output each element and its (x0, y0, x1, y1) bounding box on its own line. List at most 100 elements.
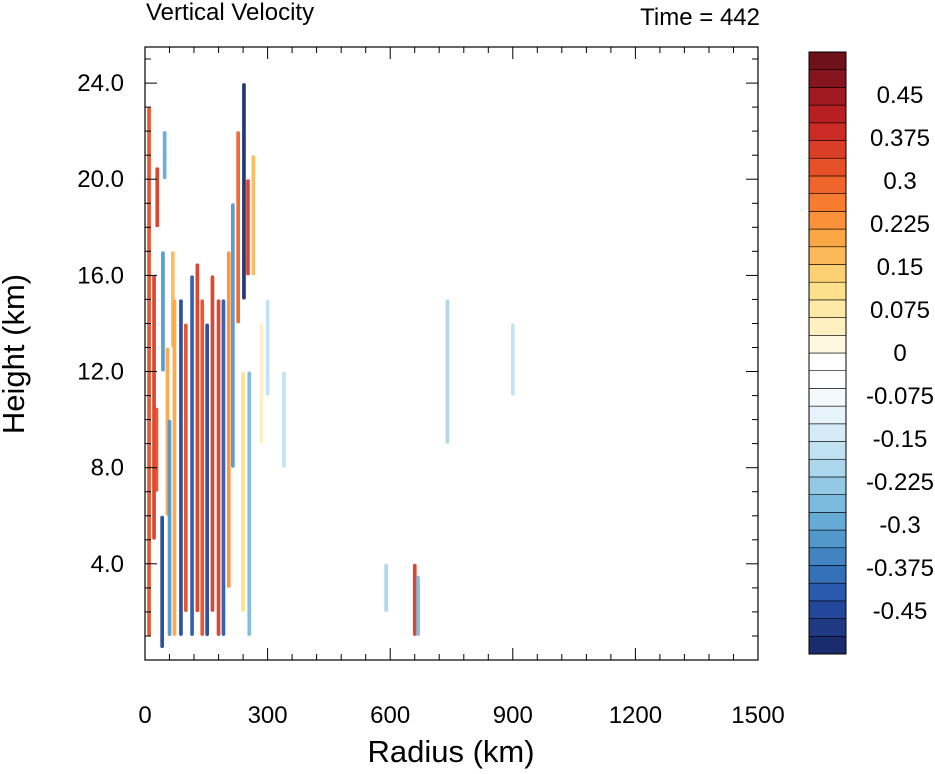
colorbar-tick-label: 0.3 (883, 168, 916, 195)
heatmap-cell-8 (167, 419, 172, 636)
x-axis-ticks: 0 300 600 900 1200 1500 (138, 47, 785, 729)
colorbar-swatch-3 (808, 582, 847, 602)
colorbar-swatch-12 (808, 423, 847, 442)
colorbar-swatch-29 (808, 122, 847, 141)
plot-area: 0 300 600 900 1200 1500 4.0 8.0 12.0 16.0 20.0 24.… (77, 46, 785, 729)
colorbar-frame (808, 51, 847, 655)
heatmap-cell-16 (205, 323, 209, 636)
heatmap-cell-19 (221, 299, 226, 636)
heatmap-cell-2 (155, 167, 160, 228)
y-tick-label: 24.0 (77, 70, 124, 97)
heatmap-cell-12 (184, 323, 188, 612)
colorbar-swatch-32 (808, 69, 847, 88)
colorbar-tick-label: 0.375 (870, 125, 930, 152)
y-tick-label: 12.0 (77, 359, 124, 386)
chart-title: Vertical Velocity (146, 0, 314, 26)
heatmap-cell-33 (416, 575, 420, 636)
x-axis-label: Radius (km) (367, 734, 534, 769)
colorbar-tick-label: -0.225 (866, 469, 934, 496)
colorbar-swatch-14 (808, 388, 847, 407)
colorbar-swatch-22 (808, 246, 847, 265)
y-tick-label: 16.0 (77, 262, 124, 289)
heatmap-cell-23 (242, 83, 246, 300)
colorbar-swatch-7 (808, 512, 847, 531)
y-tick-label: 8.0 (91, 455, 124, 482)
colorbar-swatch-13 (808, 405, 847, 425)
heatmap-cell-13 (190, 275, 194, 636)
colorbar-swatch-28 (808, 140, 847, 159)
colorbar-swatch-16 (808, 352, 847, 372)
x-tick-label: 1200 (609, 702, 662, 729)
heatmap-cell-37 (502, 623, 507, 648)
heatmap-cell-6 (162, 131, 167, 180)
heatmap-cell-34 (445, 299, 450, 444)
colorbar-tick-label: 0 (893, 340, 906, 367)
y-tick-label: 20.0 (77, 166, 124, 193)
colorbar-tick-label: 0.15 (877, 254, 924, 281)
colorbar-swatch-18 (808, 317, 847, 336)
colorbar-swatch-8 (808, 494, 847, 513)
heatmap-cell-11 (179, 299, 183, 636)
plot-background (145, 47, 758, 660)
heatmap-cell-31 (384, 563, 388, 612)
y-axis-label: Height (km) (0, 274, 31, 434)
heatmap-cell-21 (231, 203, 235, 468)
colorbar-swatch-30 (808, 104, 847, 124)
colorbar-swatch-11 (808, 441, 847, 460)
heatmap-cell-25 (251, 155, 256, 276)
heatmap-cell-26 (241, 371, 245, 612)
y-axis-ticks: 4.0 8.0 12.0 16.0 20.0 24.0 (77, 58, 758, 637)
heatmap-cell-18 (216, 299, 221, 636)
colorbar: 0.45 0.375 0.3 0.225 0.15 0.075 0 -0.075 -0.15 -0… (808, 51, 934, 655)
y-tick-label: 4.0 (91, 551, 124, 578)
heatmap-field (147, 83, 515, 648)
heatmap-cell-27 (247, 371, 252, 636)
heatmap-cell-14 (195, 263, 200, 612)
colorbar-swatch-5 (808, 547, 847, 566)
colorbar-swatch-19 (808, 299, 847, 318)
colorbar-swatch-15 (808, 370, 847, 389)
colorbar-swatch-23 (808, 228, 847, 248)
heatmap-cell-17 (210, 275, 215, 612)
colorbar-tick-label: -0.45 (873, 598, 928, 625)
colorbar-swatch-33 (808, 51, 847, 71)
colorbar-swatch-4 (808, 565, 847, 584)
colorbar-swatch-2 (808, 600, 847, 619)
heatmap-cell-36 (294, 155, 299, 204)
heatmap-cell-30 (282, 371, 286, 468)
plot-frame (144, 46, 759, 661)
heatmap-cell-24 (246, 179, 250, 276)
colorbar-tick-label: 0.45 (877, 82, 924, 109)
colorbar-tick-label: -0.375 (866, 555, 934, 582)
x-tick-label: 300 (248, 702, 288, 729)
x-tick-label: 900 (493, 702, 533, 729)
heatmap-cell-4 (160, 515, 164, 648)
colorbar-swatch-9 (808, 476, 847, 495)
heatmap-cell-28 (259, 323, 264, 444)
colorbar-swatch-20 (808, 281, 847, 301)
heatmap-cell-15 (200, 299, 205, 636)
colorbar-tick-label: 0.225 (870, 211, 930, 238)
colorbar-swatch-21 (808, 264, 847, 283)
colorbar-tick-label: -0.15 (873, 426, 928, 453)
colorbar-swatch-31 (808, 87, 847, 106)
heatmap-cell-20 (226, 251, 231, 588)
heatmap-cell-5 (161, 251, 165, 372)
colorbar-tick-label: 0.075 (870, 297, 930, 324)
colorbar-swatch-27 (808, 157, 847, 177)
colorbar-swatch-0 (808, 635, 847, 655)
colorbar-swatch-10 (808, 458, 847, 478)
colorbar-swatch-26 (808, 175, 847, 194)
heatmap-cell-29 (265, 299, 270, 396)
x-tick-label: 600 (370, 702, 410, 729)
x-tick-label: 1500 (731, 702, 784, 729)
heatmap-cell-22 (236, 131, 240, 324)
chart-subtitle: Time = 442 (640, 4, 760, 31)
colorbar-swatch-24 (808, 211, 847, 230)
x-tick-label: 0 (138, 702, 151, 729)
colorbar-tick-label: -0.3 (879, 512, 920, 539)
heatmap-cell-3 (154, 407, 159, 492)
heatmap-cell-32 (412, 563, 417, 636)
colorbar-swatch-1 (808, 618, 847, 637)
